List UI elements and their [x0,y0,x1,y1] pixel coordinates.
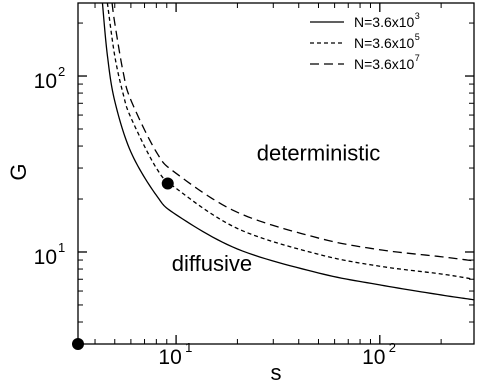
x-tick-label: 10 [158,346,181,369]
legend-label-1: N=3.6x10 [354,14,415,30]
annotations-group: deterministic diffusive [172,141,380,276]
axis-ticks: 10 1 10 210 110 2 [34,3,474,369]
x-axis-label: s [271,360,282,383]
data-point-2 [72,338,84,350]
legend-label-2: N=3.6x10 [354,35,415,51]
region-label-1: deterministic [257,141,380,166]
legend: N=3.6x10 3N=3.6x10 5N=3.6x10 7 [310,11,420,72]
y-axis-label: G [6,163,31,180]
plot-frame [77,2,475,345]
points-group [72,177,174,350]
y-tick-exponent: 1 [58,240,65,255]
series-line-3 [111,2,475,262]
series-line-1 [101,2,475,301]
legend-exponent-2: 5 [415,32,420,42]
data-point-1 [161,177,174,190]
y-tick-exponent: 2 [58,64,65,79]
series-group [101,2,475,301]
x-tick-label: 10 [362,346,385,369]
x-tick-exponent: 1 [185,340,192,355]
y-tick-label: 10 [34,70,57,93]
x-tick-exponent: 2 [389,340,396,355]
legend-label-3: N=3.6x10 [354,56,415,72]
region-label-2: diffusive [172,251,252,276]
legend-exponent-1: 3 [415,11,420,21]
legend-exponent-3: 7 [415,53,420,63]
y-tick-label: 10 [34,246,57,269]
